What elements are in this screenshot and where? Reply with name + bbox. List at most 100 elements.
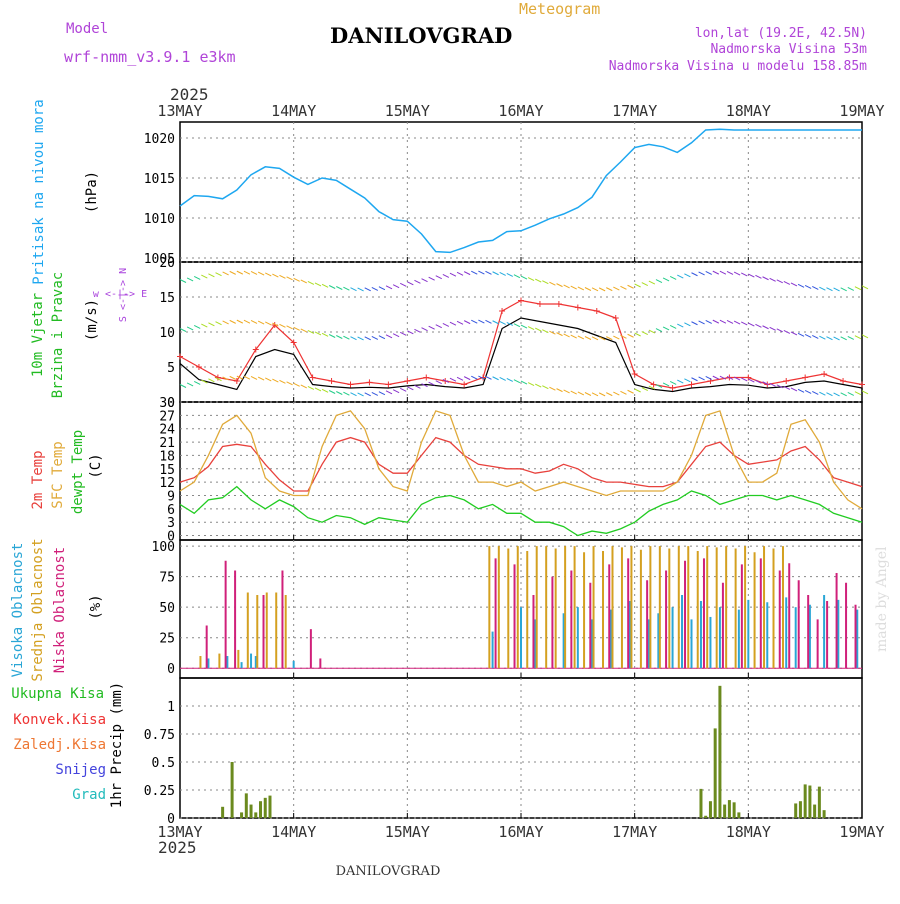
wind-arrow [286, 325, 293, 330]
wind-arrow [392, 284, 400, 289]
wind-arrow [400, 387, 407, 392]
wind-arrow [243, 375, 251, 380]
wind-arrow [577, 286, 585, 291]
gust-marker [593, 308, 600, 314]
precip-legend-conv: Konvek.Kisa [13, 712, 106, 728]
wind-arrow [556, 388, 563, 393]
precip-bar [723, 804, 727, 818]
y-tick-label: 3 [167, 516, 175, 531]
x-tick-label-bottom: 13MAY [157, 823, 202, 841]
temp-ylabel-2: SFC Temp [50, 441, 66, 508]
y-tick-label: 0 [167, 662, 175, 677]
wind-arrow [520, 324, 528, 329]
wind-arrow [250, 376, 258, 380]
wind-arrow [463, 320, 471, 325]
year-top: 2025 [170, 85, 209, 104]
wind-arrow [229, 375, 236, 380]
wind-arrow [456, 271, 464, 276]
wind-arrow [400, 331, 407, 336]
x-tick-label-top: 14MAY [271, 102, 316, 120]
wind-arrow [861, 334, 869, 339]
y-tick-label: 75 [159, 571, 175, 586]
model-name: wrf-nmm_v3.9.1 e3km [64, 48, 236, 66]
wind-arrow [549, 386, 556, 391]
gust-marker [404, 378, 411, 384]
wind-arrow [321, 332, 329, 337]
wind-arrow [613, 335, 620, 340]
precip-bar [803, 784, 807, 818]
wind-arrow [485, 270, 492, 275]
pressure-ylabel: Pritisak na nivou mora [31, 99, 47, 284]
cloud-ylabel-3: Niska Oblacnost [52, 547, 68, 673]
wind-arrow [783, 280, 791, 285]
wind-arrow [222, 271, 229, 276]
wind-arrow [598, 392, 606, 397]
precip-bar [817, 786, 821, 818]
wind-arrow [833, 336, 840, 341]
cloud-ylabel-2: Srednja Oblacnost [30, 538, 46, 681]
wind-arrow [847, 286, 855, 291]
gust-marker [195, 364, 202, 370]
wind-arrow [336, 286, 343, 290]
x-tick-label-bottom: 18MAY [726, 823, 771, 841]
wind-arrow [669, 325, 677, 329]
y-tick-label: 0 [167, 812, 175, 827]
wind-arrow [293, 382, 300, 387]
gust-marker [612, 315, 619, 321]
wind-arrow [705, 375, 712, 380]
wind-arrow [726, 271, 734, 275]
wind-arrow [421, 327, 428, 332]
x-tick-label-bottom: 19MAY [839, 823, 884, 841]
wind-arrow [478, 270, 485, 275]
y-tick-label: 15 [159, 463, 175, 478]
wind-arrow [286, 381, 293, 386]
wind-arrow [272, 322, 279, 327]
wind-arrow [463, 376, 471, 381]
wind-arrow [392, 333, 400, 338]
wind-arrow [265, 377, 272, 382]
x-tick-label-bottom: 14MAY [271, 823, 316, 841]
precip-bar [230, 762, 234, 818]
wind-arrow [748, 273, 755, 278]
wind-arrow [357, 392, 364, 397]
wind-arrow [840, 392, 847, 397]
wind-arrow [812, 286, 819, 290]
gust-marker [574, 304, 581, 311]
wind-arrow [208, 322, 215, 327]
y-tick-label: 15 [159, 291, 175, 306]
wind-arrow [677, 323, 684, 328]
wind-compass-sn: S <-|-> N [118, 268, 129, 322]
precip-legend-snow: Snijeg [55, 762, 106, 778]
meteogram-label: Meteogram [519, 0, 600, 18]
wind-arrow [804, 334, 812, 338]
wind-arrow [662, 382, 670, 387]
precip-bar [699, 788, 703, 818]
wind-arrow [712, 375, 720, 380]
wind-arrow [385, 285, 393, 290]
wind-arrow [321, 283, 329, 288]
wind-arrow [684, 273, 691, 278]
pressure-line [179, 128, 862, 254]
wind-arrow [776, 279, 783, 284]
wind-arrow [265, 272, 272, 277]
wind-arrow [577, 335, 585, 340]
wind-arrow [783, 385, 791, 390]
wind-arrow [471, 375, 478, 380]
wind-arrow [257, 271, 265, 276]
wind-arrow [414, 279, 421, 284]
wind-arrow [662, 277, 670, 282]
wind-arrow [236, 375, 244, 380]
wind-arrow [854, 335, 862, 340]
wind-arrow [485, 319, 492, 324]
wind-arrow [336, 391, 343, 395]
wind-arrow [577, 391, 585, 396]
gust-marker [688, 381, 695, 388]
wind-arrow [492, 376, 499, 381]
wind-arrow [215, 321, 222, 326]
precip-legend-grad: Grad [72, 787, 106, 803]
wind-arrow [840, 336, 847, 341]
wind-arrow [243, 319, 251, 324]
wind-arrow [307, 329, 315, 334]
wind-arrow [542, 385, 549, 390]
y-tick-label: 1010 [144, 212, 175, 227]
